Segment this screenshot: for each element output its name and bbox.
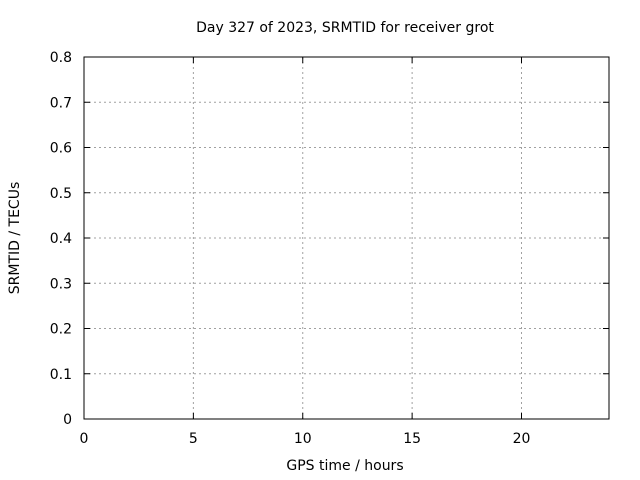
y-tick-label: 0.8 — [50, 50, 72, 66]
y-tick-label: 0.6 — [50, 141, 72, 157]
y-tick-label: 0.4 — [50, 231, 72, 247]
y-tick-label: 0.1 — [50, 367, 72, 383]
y-tick-label: 0.2 — [50, 322, 72, 338]
x-tick-label: 0 — [80, 431, 89, 447]
x-axis-ticks: 0 5 10 15 20 — [80, 57, 531, 447]
y-axis-ticks: 0 0.1 0.2 0.3 0.4 0.5 0.6 0.7 0.8 — [50, 50, 609, 428]
y-axis-title: SRMTID / TECUs — [7, 182, 23, 295]
y-tick-label: 0.7 — [50, 95, 72, 111]
x-axis-title: GPS time / hours — [286, 458, 403, 474]
chart-title: Day 327 of 2023, SRMTID for receiver gro… — [196, 20, 494, 36]
x-tick-label: 15 — [403, 431, 421, 447]
y-tick-label: 0.3 — [50, 276, 72, 292]
y-tick-label: 0 — [63, 412, 72, 428]
x-tick-label: 20 — [513, 431, 531, 447]
x-tick-label: 5 — [189, 431, 198, 447]
x-tick-label: 10 — [294, 431, 312, 447]
grid-lines — [84, 57, 609, 419]
y-tick-label: 0.5 — [50, 186, 72, 202]
